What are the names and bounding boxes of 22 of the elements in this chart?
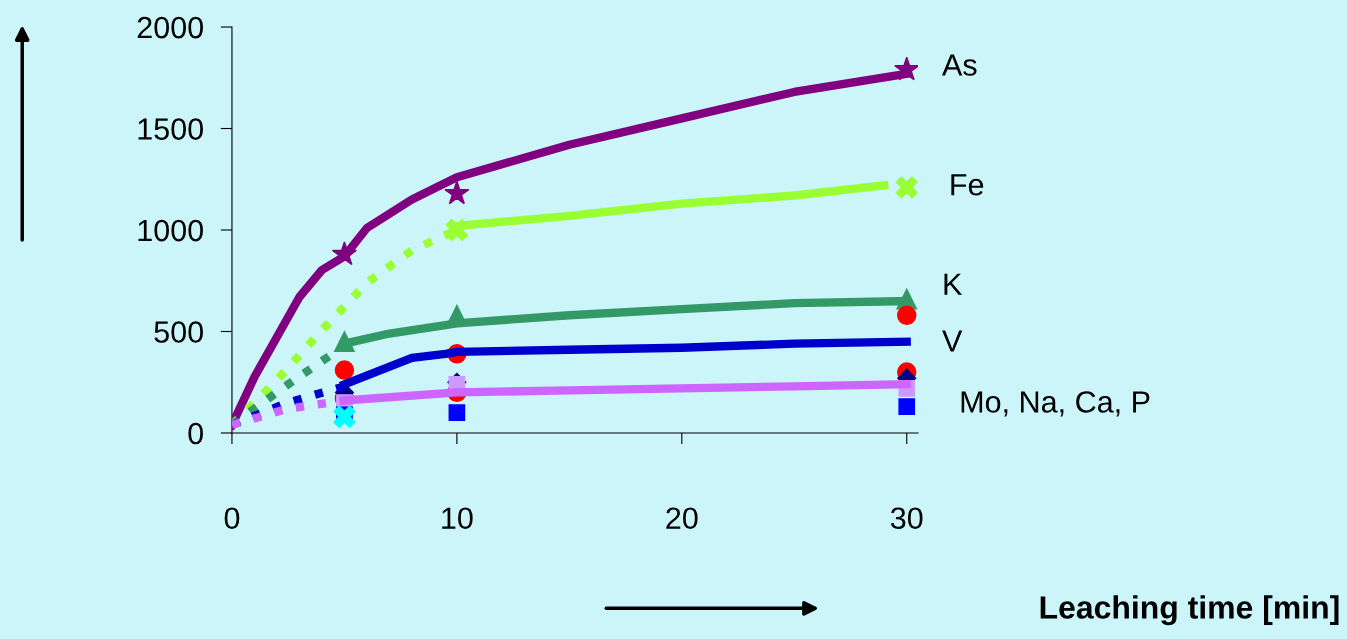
- point: [897, 305, 917, 325]
- x-tick-label: 10: [442, 507, 473, 530]
- x-tick-label: 30: [890, 507, 923, 530]
- point: [448, 404, 466, 422]
- point: [898, 398, 916, 415]
- x-axis-title: Leaching time [min]: [1040, 595, 1339, 626]
- text: K: [944, 273, 963, 295]
- y-tick-label: 1500: [138, 118, 203, 140]
- text: As: [942, 54, 977, 76]
- text: Fe: [951, 174, 984, 196]
- y-tick-label: 2000: [137, 16, 203, 39]
- point: [334, 360, 355, 380]
- text: V: [942, 330, 963, 352]
- y-tick-label: 500: [154, 321, 203, 343]
- x-tick-label: 0: [224, 507, 240, 530]
- y-tick-label: 1000: [138, 219, 203, 242]
- y-tick-label: 0: [188, 422, 203, 445]
- point: [444, 180, 470, 205]
- point: [895, 176, 918, 199]
- point: [333, 405, 356, 428]
- x-tick-label: 20: [666, 507, 698, 530]
- text: Mo, Na, Ca, P: [961, 391, 1150, 417]
